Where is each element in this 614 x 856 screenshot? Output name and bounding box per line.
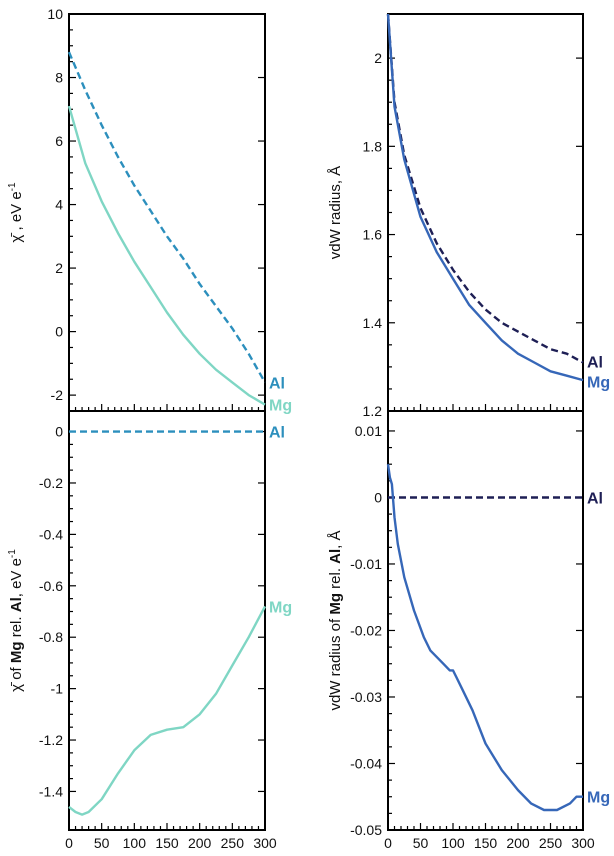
y-tick-label: -0.05 (350, 822, 382, 838)
series-label-al: Al (587, 490, 603, 507)
series-line-mg (386, 464, 583, 812)
y-tick-label: 8 (55, 70, 63, 86)
y-axis-label: vdW radius, Å (327, 166, 344, 259)
y-tick-label: -0.8 (39, 629, 63, 645)
y-tick-label: -1.2 (39, 732, 63, 748)
x-tick-label: 0 (65, 835, 73, 851)
y-tick-label: 1.4 (363, 315, 383, 331)
series-line-mg (67, 105, 266, 406)
y-tick-label: -0.02 (350, 622, 382, 638)
x-tick-label: 200 (506, 835, 530, 851)
x-tick-label: 150 (474, 835, 498, 851)
series-line-al (386, 13, 584, 364)
series-label-al: Al (587, 354, 603, 371)
plot-frame (68, 410, 266, 831)
x-tick-label: 200 (188, 835, 212, 851)
x-tick-label: 50 (94, 835, 110, 851)
x-tick-label: 0 (384, 835, 392, 851)
series-label-mg: Mg (587, 374, 610, 391)
y-tick-label: 1.6 (363, 227, 383, 243)
y-tick-label: 10 (47, 6, 63, 22)
y-axis-label: vdW radius of Mg rel. Al, Å (327, 530, 344, 710)
y-tick-label: -1.4 (39, 783, 63, 799)
x-tick-label: 150 (155, 835, 179, 851)
series-line-mg (386, 13, 584, 382)
series-line-mg (68, 605, 267, 816)
plot-frame (387, 13, 584, 412)
y-tick-label: 2 (55, 260, 63, 276)
y-tick-label: 6 (55, 133, 63, 149)
y-tick-label: 0 (55, 324, 63, 340)
panel-bottom-right: -0.05 -0.04 -0.03 -0.02 -0.01 0 0.01 0 50 100 150 2… (327, 410, 610, 856)
y-tick-label: 0 (55, 424, 63, 440)
x-tick-label: 300 (253, 835, 277, 851)
x-tick-label: 250 (221, 835, 245, 851)
y-tick-label: -1 (51, 681, 64, 697)
series-line-al (67, 51, 267, 383)
panel-top-left: -2 0 2 4 6 8 10 Al Mg χ̄ , eV e-1 (7, 6, 292, 415)
series-label-al: Al (269, 375, 285, 392)
y-tick-label: -0.04 (350, 755, 382, 771)
series-label-mg: Mg (587, 790, 610, 807)
plot-frame (68, 13, 266, 412)
y-tick-label: -2 (51, 387, 64, 403)
y-tick-label: -0.03 (350, 689, 382, 705)
series-label-mg: Mg (269, 398, 292, 415)
y-axis-label: χ̄ of Mg rel. Al, eV e-1 (7, 549, 25, 692)
panel-top-right: 1.2 1.4 1.6 1.8 2 Al Mg vdW radius, Å (327, 13, 610, 419)
y-tick-label: 4 (55, 197, 63, 213)
y-tick-label: -0.4 (39, 526, 63, 542)
series-label-mg: Mg (269, 599, 292, 616)
y-axis-label: χ̄ , eV e-1 (7, 182, 25, 243)
y-tick-label: 2 (374, 50, 382, 66)
y-tick-label: 1.2 (363, 403, 383, 419)
y-tick-label: 1.8 (363, 138, 383, 154)
y-tick-label: 0.01 (355, 423, 382, 439)
x-tick-label: 100 (441, 835, 465, 851)
x-tick-label: 100 (123, 835, 147, 851)
y-tick-label: -0.6 (39, 578, 63, 594)
y-tick-label: -0.2 (39, 475, 63, 491)
x-axis-label: Pressure, GPa (118, 853, 217, 856)
x-tick-label: 250 (539, 835, 563, 851)
y-tick-label: -0.01 (350, 556, 382, 572)
plot-frame (387, 410, 584, 831)
series-label-al: Al (269, 425, 285, 442)
y-tick-label: 0 (374, 489, 382, 505)
x-tick-label: 50 (413, 835, 429, 851)
panel-bottom-left: -1.4 -1.2 -1 -0.8 -0.6 -0.4 -0.2 0 0 50 100 150 200 2… (7, 410, 292, 856)
x-axis-label: Pressure, GPa (436, 853, 535, 856)
x-tick-label: 300 (571, 835, 595, 851)
